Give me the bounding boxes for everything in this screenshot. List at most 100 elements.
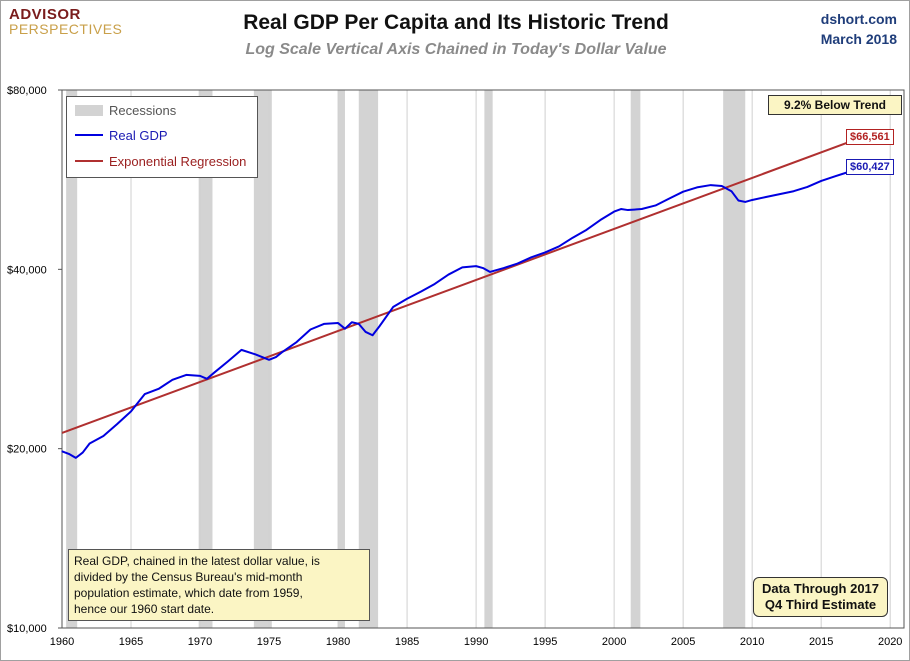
real-gdp-point xyxy=(337,322,339,324)
real-gdp-point xyxy=(696,186,698,189)
real-gdp-point xyxy=(751,199,753,201)
real-gdp-point xyxy=(158,388,160,390)
legend-item-recessions: Recessions xyxy=(75,101,176,119)
real-gdp-point xyxy=(282,351,284,353)
note-line-1: Real GDP, chained in the latest dollar v… xyxy=(74,554,320,568)
real-gdp-point xyxy=(461,266,463,269)
y-tick-label-10000: $10,000 xyxy=(7,623,47,635)
legend-regression-label: Exponential Regression xyxy=(109,153,247,169)
chart-subtitle: Log Scale Vertical Axis Chained in Today… xyxy=(245,41,667,58)
note-line-2: divided by the Census Bureau's mid-month xyxy=(74,570,303,584)
recession-bands xyxy=(66,90,746,628)
x-tick-label-2000: 2000 xyxy=(602,636,626,648)
real-gdp-point xyxy=(206,378,208,380)
real-gdp-point xyxy=(434,283,436,285)
footnote-line-2: Q4 Third Estimate xyxy=(764,597,877,612)
legend-regression-swatch xyxy=(75,160,103,162)
source-site: dshort.com xyxy=(820,11,897,27)
real-gdp-point xyxy=(530,256,532,258)
x-tick-label-1960: 1960 xyxy=(50,636,74,648)
real-gdp-point xyxy=(641,208,643,210)
real-gdp-point xyxy=(144,393,146,395)
series-lines xyxy=(61,136,862,459)
real-gdp-point xyxy=(779,193,781,195)
legend-recession-swatch xyxy=(75,104,103,116)
regression-end-value-label: $66,561 xyxy=(846,129,894,145)
note-line-4: hence our 1960 start date. xyxy=(74,602,215,616)
real-gdp-point xyxy=(737,199,739,202)
real-gdp-point xyxy=(268,359,270,361)
real-gdp-point xyxy=(68,453,70,455)
logo-line-1: ADVISOR xyxy=(9,6,81,23)
real-gdp-point xyxy=(744,201,746,203)
real-gdp-point xyxy=(296,341,298,343)
legend-gdp-label: Real GDP xyxy=(109,127,168,143)
footnote-line-1: Data Through 2017 xyxy=(761,581,880,596)
real-gdp-point xyxy=(792,190,795,192)
real-gdp-point xyxy=(89,442,91,445)
real-gdp-point xyxy=(489,271,491,273)
real-gdp-point xyxy=(572,237,574,239)
real-gdp-point xyxy=(254,353,256,355)
real-gdp-point xyxy=(358,323,360,325)
real-gdp-point xyxy=(820,180,822,182)
x-tick-label-1995: 1995 xyxy=(533,636,557,648)
real-gdp-point xyxy=(392,306,394,308)
legend-item-regression: Exponential Regression xyxy=(75,152,246,170)
x-tick-label-2015: 2015 xyxy=(809,636,833,648)
legend-item-real-gdp: Real GDP xyxy=(75,126,168,144)
data-through-box: Data Through 2017 Q4 Third Estimate xyxy=(753,577,888,617)
real-gdp-point xyxy=(558,245,560,248)
recession-band-5 xyxy=(358,90,379,628)
recession-band-4 xyxy=(338,90,345,628)
x-tick-label-2010: 2010 xyxy=(740,636,764,648)
vertical-gridlines xyxy=(130,90,891,628)
real-gdp-point xyxy=(75,457,77,459)
real-gdp-point xyxy=(668,197,670,200)
real-gdp-point xyxy=(82,451,84,454)
series-line-exponential-regression xyxy=(61,136,862,434)
real-gdp-point xyxy=(227,361,229,363)
real-gdp-point xyxy=(185,374,187,376)
real-gdp-point xyxy=(213,372,215,374)
y-axis-ticks: $10,000 $20,000 $40,000 $80,000 xyxy=(7,85,62,635)
real-gdp-point xyxy=(516,262,519,265)
real-gdp-point xyxy=(309,328,312,331)
y-tick-label-80000: $80,000 xyxy=(7,85,47,97)
real-gdp-point xyxy=(240,349,243,351)
recession-band-8 xyxy=(723,90,746,628)
real-gdp-point xyxy=(482,267,484,269)
real-gdp-point xyxy=(585,229,588,231)
x-axis-ticks: 1960 1965 1970 1975 1980 1985 1990 1995 2000 2005… xyxy=(50,636,903,648)
methodology-note: Real GDP, chained in the latest dollar v… xyxy=(68,549,370,621)
advisor-perspectives-logo: ADVISOR PERSPECTIVES xyxy=(9,7,122,36)
y-tick-label-40000: $40,000 xyxy=(7,264,47,276)
x-tick-label-1985: 1985 xyxy=(395,636,419,648)
note-line-3: population estimate, which date from 195… xyxy=(74,586,303,600)
real-gdp-point xyxy=(171,379,174,381)
real-gdp-point xyxy=(613,211,615,213)
real-gdp-point xyxy=(544,251,546,254)
chart-title: Real GDP Per Capita and Its Historic Tre… xyxy=(243,11,669,34)
trend-deviation-box: 9.2% Below Trend xyxy=(768,95,902,115)
real-gdp-point xyxy=(199,375,201,377)
real-gdp-point xyxy=(406,298,408,300)
real-gdp-point xyxy=(102,435,105,437)
legend-recessions-label: Recessions xyxy=(109,102,177,118)
real-gdp-point xyxy=(130,410,132,412)
real-gdp-point xyxy=(371,334,374,336)
real-gdp-point xyxy=(721,185,723,187)
recession-band-1 xyxy=(66,90,78,628)
gdp-end-value-label: $60,427 xyxy=(846,159,894,175)
real-gdp-point xyxy=(765,196,767,198)
recession-band-7 xyxy=(630,90,641,628)
x-tick-label-1975: 1975 xyxy=(257,636,281,648)
real-gdp-point xyxy=(344,328,346,330)
source-date: March 2018 xyxy=(820,31,897,47)
source-credit: dshort.com March 2018 xyxy=(821,9,897,49)
real-gdp-point xyxy=(323,323,325,325)
real-gdp-point xyxy=(116,423,118,425)
x-tick-label-1965: 1965 xyxy=(119,636,143,648)
